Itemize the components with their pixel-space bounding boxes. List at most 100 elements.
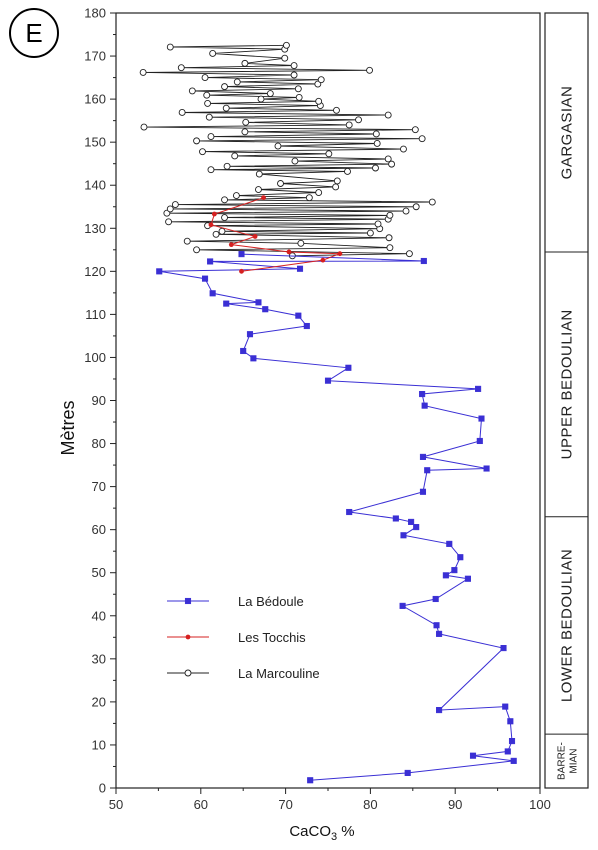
data-point: [384, 111, 392, 119]
y-tick-label: 40: [92, 608, 106, 623]
data-point: [457, 554, 464, 561]
data-point: [400, 532, 407, 539]
y-tick-label: 100: [84, 350, 106, 365]
data-point: [307, 777, 314, 784]
data-point: [241, 128, 249, 136]
data-point: [212, 230, 220, 238]
data-point: [255, 299, 262, 306]
data-point: [400, 145, 407, 153]
data-point: [303, 322, 310, 330]
data-point: [223, 300, 230, 307]
y-tick-label: 140: [84, 178, 106, 193]
y-tick-label: 30: [92, 651, 106, 666]
data-point: [294, 85, 302, 93]
data-point: [510, 757, 517, 764]
y-axis-title: Mètres: [58, 400, 78, 455]
data-point: [296, 265, 304, 272]
data-point: [232, 192, 240, 200]
y-tick-label: 130: [84, 221, 106, 236]
y-tick-label: 150: [84, 135, 106, 150]
data-point: [274, 142, 282, 150]
data-point: [333, 177, 341, 185]
data-point: [317, 76, 325, 84]
stage-label-group: UPPER BEDOULIAN: [559, 309, 576, 459]
y-tick-label: 120: [84, 264, 106, 279]
data-point: [205, 113, 213, 121]
y-tick-label: 50: [92, 565, 106, 580]
stage-label: BARRE-MIAN: [557, 742, 580, 780]
data-point: [476, 437, 483, 445]
data-point: [344, 167, 351, 175]
data-point: [366, 229, 374, 237]
data-point: [399, 602, 406, 609]
data-point: [500, 645, 507, 652]
data-point: [255, 170, 263, 178]
series-les-tocchis: [208, 195, 343, 274]
data-point: [385, 234, 393, 242]
data-point: [238, 251, 245, 258]
data-point: [203, 91, 211, 99]
data-point: [315, 97, 323, 105]
y-tick-label: 80: [92, 436, 106, 451]
data-point: [231, 152, 239, 160]
data-point: [233, 78, 241, 86]
data-point: [451, 567, 458, 574]
y-tick-label: 20: [92, 694, 106, 709]
x-tick-label: 100: [529, 797, 551, 812]
data-point: [290, 62, 298, 69]
data-point: [207, 133, 215, 141]
y-tick-label: 180: [84, 6, 106, 21]
legend-item: Les Tocchis: [167, 630, 306, 645]
data-point: [277, 180, 284, 187]
data-point: [291, 157, 299, 165]
legend-label: La Marcouline: [238, 666, 320, 681]
data-point: [386, 244, 394, 252]
data-point: [504, 748, 511, 755]
data-point: [413, 524, 420, 531]
data-point: [218, 227, 226, 235]
data-point: [209, 290, 216, 297]
data-point: [193, 246, 201, 254]
panel-badge: E: [9, 8, 59, 58]
legend: La Bédoule Les Tocchis La Marcouline: [167, 594, 320, 681]
data-point: [156, 268, 163, 275]
data-point: [446, 540, 453, 547]
data-point: [282, 41, 290, 49]
legend-label: La Bédoule: [238, 594, 304, 609]
data-point: [177, 64, 185, 72]
data-point: [246, 331, 254, 338]
data-point: [346, 508, 353, 516]
stage-label-group: BARRE-MIAN: [557, 742, 580, 780]
data-point: [508, 738, 516, 745]
data-point: [223, 162, 231, 170]
data-point: [239, 268, 244, 274]
data-point: [372, 130, 380, 138]
data-point: [392, 515, 399, 522]
data-point: [469, 752, 477, 759]
data-point: [255, 186, 262, 193]
data-point: [388, 160, 396, 168]
data-point: [221, 83, 228, 91]
data-point: [286, 249, 292, 255]
data-point: [221, 214, 228, 221]
series-layer: [139, 41, 517, 784]
stage-label: GARGASIAN: [559, 86, 576, 180]
data-point: [412, 203, 420, 211]
data-point: [408, 518, 415, 525]
x-tick-label: 60: [194, 797, 208, 812]
data-point: [211, 211, 217, 217]
data-point: [433, 622, 440, 629]
data-point: [478, 415, 485, 422]
data-point: [483, 465, 490, 472]
data-point: [188, 87, 196, 95]
stage-column: GARGASIAN UPPER BEDOULIAN LOWER BEDOULIAN B…: [544, 12, 589, 789]
data-point: [207, 166, 215, 174]
legend-swatch-marker: [184, 669, 192, 677]
x-axis-title: CaCO3 %: [289, 823, 354, 843]
legend-swatch-marker: [184, 597, 192, 605]
x-tick-label: 90: [448, 797, 462, 812]
data-point: [209, 50, 217, 57]
data-point: [333, 106, 340, 114]
data-point: [432, 595, 439, 603]
data-point: [305, 194, 313, 202]
